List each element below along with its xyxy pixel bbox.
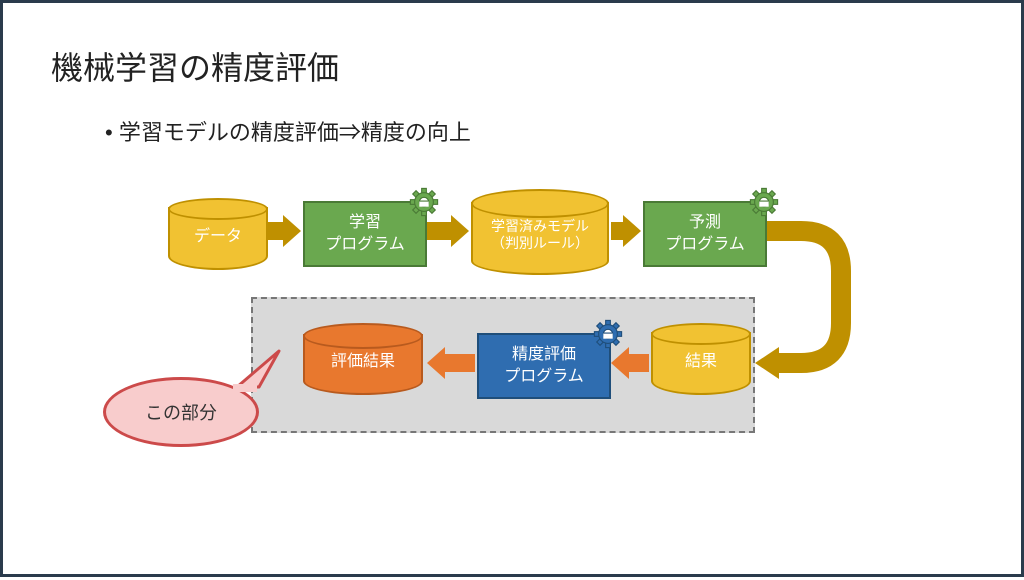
gear-icon-pred — [749, 187, 779, 217]
arrow-a5 — [611, 347, 649, 379]
arrow-a1 — [268, 215, 301, 247]
arrow-a3 — [611, 215, 641, 247]
callout-label: この部分 — [145, 399, 217, 425]
slide-frame: 機械学習の精度評価 学習モデルの精度評価⇒精度の向上 — [0, 0, 1024, 577]
node-data_cyl: データ — [168, 198, 268, 270]
arrow-pred-to-result — [3, 3, 1024, 580]
arrow-a2 — [425, 215, 469, 247]
arrow-a6 — [427, 347, 475, 379]
gear-icon-train — [409, 187, 439, 217]
flow-diagram: データ学習プログラム 学習済みモデル （判別ルール）予測プログラム 結果精度評価… — [3, 3, 1024, 580]
node-eval_box: 精度評価プログラム — [477, 333, 611, 399]
node-result_cyl: 結果 — [651, 323, 751, 395]
node-model_cyl: 学習済みモデル （判別ルール） — [471, 189, 609, 275]
gear-icon-eval — [593, 319, 623, 349]
node-evalres_cyl: 評価結果 — [303, 323, 423, 395]
